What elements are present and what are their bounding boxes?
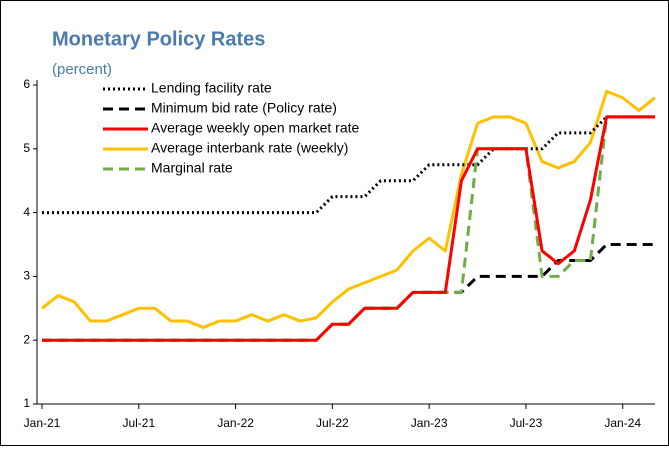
legend-label: Minimum bid rate (Policy rate): [151, 100, 337, 116]
x-tick-label: Jul-22: [316, 416, 349, 430]
y-tick-label: 6: [23, 77, 30, 91]
chart-subtitle: (percent): [52, 61, 112, 78]
x-tick-label: Jul-23: [510, 416, 543, 430]
y-tick-label: 5: [23, 141, 30, 155]
x-tick-label: Jan-21: [24, 416, 61, 430]
legend-label: Average weekly open market rate: [151, 120, 360, 136]
series-line: [42, 115, 655, 342]
y-tick-label: 3: [23, 269, 30, 283]
series-line: [41, 89, 656, 329]
legend-label: Average interbank rate (weekly): [151, 140, 348, 156]
legend-label: Lending facility rate: [151, 80, 272, 96]
y-tick-label: 2: [23, 332, 30, 346]
x-tick-label: Jan-22: [217, 416, 254, 430]
x-tick-label: Jan-24: [604, 416, 641, 430]
x-tick-label: Jul-21: [122, 416, 155, 430]
legend-label: Marginal rate: [151, 160, 233, 176]
chart-title: Monetary Policy Rates: [52, 28, 265, 50]
series-line: [42, 115, 655, 215]
y-tick-label: 4: [23, 205, 30, 219]
y-tick-label: 1: [23, 396, 30, 410]
x-tick-label: Jan-23: [411, 416, 448, 430]
